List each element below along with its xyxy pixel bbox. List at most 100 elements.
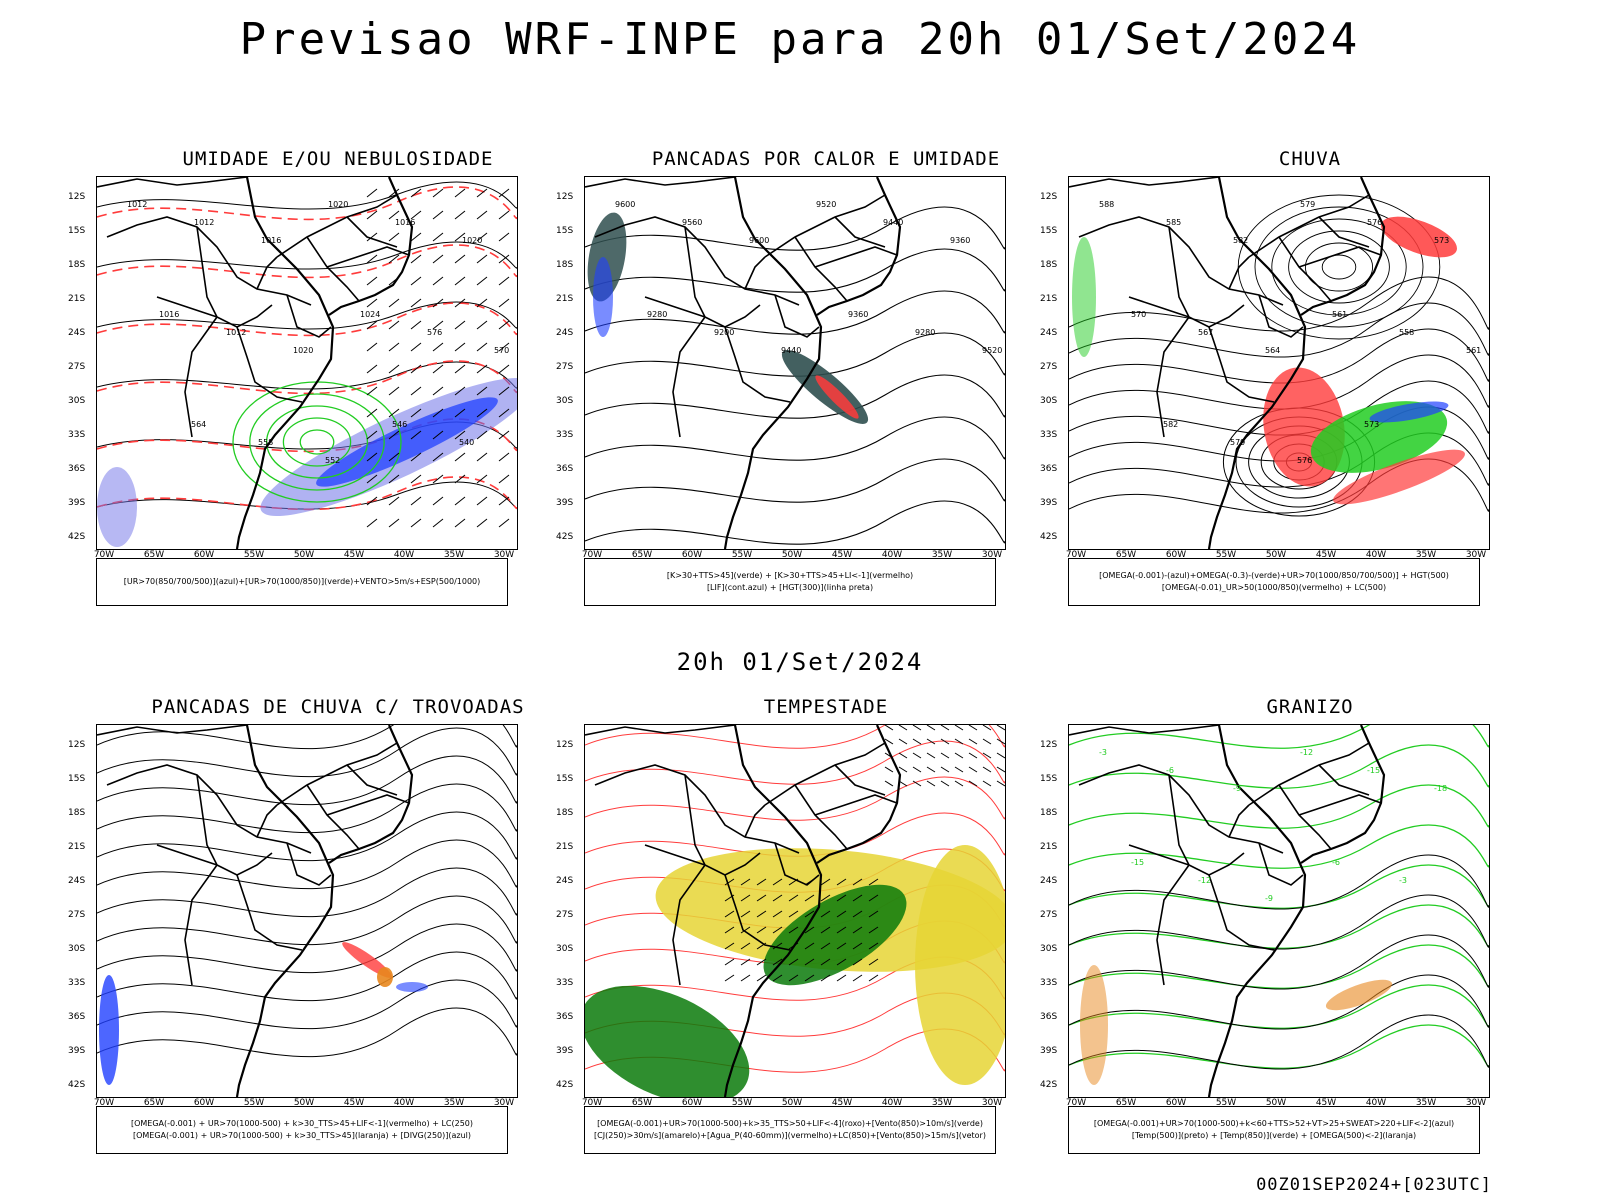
longitude-label: 50W	[1265, 550, 1287, 560]
field-shading	[1333, 449, 1465, 505]
wind-vector	[410, 474, 422, 484]
contour-line	[1069, 894, 1489, 950]
latitude-label: 33S	[1040, 978, 1058, 988]
latitude-label: 24S	[1040, 328, 1058, 338]
contour-line	[97, 867, 517, 918]
country-border	[1258, 294, 1304, 338]
wind-vector	[804, 910, 815, 918]
wind-vector	[410, 232, 422, 242]
latitude-label: 36S	[556, 1012, 574, 1022]
panel-title: TEMPESTADE	[763, 696, 889, 718]
wind-vector	[476, 188, 488, 198]
wind-vector	[982, 766, 992, 773]
field-shading	[342, 942, 392, 978]
map-canvas: 1012 1012 1016 1020 1016 1020 1016 1012 1020 1024…	[97, 177, 517, 549]
wind-vector	[940, 738, 950, 745]
contour-line	[97, 361, 517, 390]
wind-vector	[498, 452, 510, 462]
longitude-label: 55W	[243, 550, 265, 560]
forecast-map	[96, 724, 518, 1098]
country-border	[256, 804, 278, 838]
wind-vector	[366, 364, 378, 374]
wind-vector	[476, 320, 488, 330]
wind-vector	[388, 298, 400, 308]
latitude-label: 27S	[68, 910, 86, 920]
wind-vector	[898, 766, 908, 773]
forecast-map: -3 -6 -9 -12 -15 -18 -15 -12 -9 -6 -3	[1068, 724, 1490, 1098]
longitude-label: 70W	[93, 1098, 115, 1108]
wind-vector	[940, 725, 950, 731]
wind-vector	[476, 298, 488, 308]
contour-label: 576	[1367, 218, 1382, 227]
wind-vector	[954, 725, 964, 731]
longitude-label: 70W	[1065, 1098, 1087, 1108]
longitude-label: 45W	[1315, 550, 1337, 560]
panel-chuva: CHUVA 588 585 582 579 576 573 570 567 564 561 558 56…	[1040, 148, 1560, 628]
wind-vector	[788, 926, 799, 934]
wind-vector	[836, 894, 847, 902]
latitude-label: 12S	[1040, 192, 1058, 202]
latitude-label: 36S	[1040, 464, 1058, 474]
country-border	[834, 764, 886, 796]
wind-vector	[498, 364, 510, 374]
country-border	[834, 216, 886, 248]
wind-vector	[852, 894, 863, 902]
wind-vector	[498, 408, 510, 418]
wind-vector	[410, 430, 422, 440]
panel-pancadas-calor: PANCADAS POR CALOR E UMIDADE 9600 9560 9600…	[556, 148, 1076, 628]
wind-vector	[410, 408, 422, 418]
wind-vector	[432, 232, 444, 242]
panel-tempestade: TEMPESTADE 12S 15S 18S 21S 24S 27S 30S 33S 36S 39S…	[556, 696, 1076, 1176]
wind-vector	[968, 738, 978, 745]
wind-vector	[388, 188, 400, 198]
wind-vector	[432, 298, 444, 308]
longitude-label: 40W	[393, 1098, 415, 1108]
contour-label: 1012	[194, 218, 214, 227]
wind-vector	[388, 342, 400, 352]
contour-line	[1288, 230, 1390, 304]
contour-line	[1069, 984, 1489, 1029]
wind-vector	[410, 518, 422, 528]
wind-vector	[940, 780, 950, 787]
country-border	[196, 226, 273, 328]
longitude-label: 40W	[1365, 550, 1387, 560]
contour-label: 573	[1434, 236, 1449, 245]
wind-vector	[968, 725, 978, 731]
country-border	[672, 864, 706, 986]
wind-vector	[788, 910, 799, 918]
country-border	[1228, 804, 1250, 838]
latitude-label: 39S	[556, 498, 574, 508]
field-shading	[316, 397, 498, 487]
wind-vector	[454, 474, 466, 484]
latitude-label: 12S	[1040, 740, 1058, 750]
map-canvas: 588 585 582 579 576 573 570 567 564 561 558 561 582 5…	[1069, 177, 1489, 549]
wind-vector	[740, 926, 751, 934]
contour-label: 1024	[360, 310, 380, 319]
wind-vector	[820, 926, 831, 934]
forecast-map	[584, 724, 1006, 1098]
country-border	[1278, 784, 1332, 850]
wind-vector	[498, 342, 510, 352]
wind-vector	[432, 496, 444, 506]
run-timestamp: 00Z01SEP2024+[023UTC]	[1256, 1175, 1492, 1195]
wind-vector	[454, 386, 466, 396]
forecast-map: 588 585 582 579 576 573 570 567 564 561 558 561 582 5…	[1068, 176, 1490, 550]
legend-box: [OMEGA(-0.001) + UR>70(1000-500) + k>30_…	[96, 1106, 508, 1154]
contour-label: 561	[1466, 346, 1481, 355]
wind-vector	[836, 926, 847, 934]
wind-vector	[454, 276, 466, 286]
longitude-label: 55W	[731, 550, 753, 560]
wind-vector	[996, 752, 1005, 759]
wind-vector	[740, 942, 751, 950]
country-border	[106, 764, 312, 854]
wind-vector	[476, 210, 488, 220]
contour-line	[585, 458, 1005, 503]
latitude-label: 42S	[1040, 532, 1058, 542]
field-shading	[377, 967, 393, 987]
wind-vector	[820, 942, 831, 950]
subtitle-date: 20h 01/Set/2024	[676, 648, 924, 676]
contour-label: -18	[1434, 784, 1447, 793]
longitude-label: 55W	[1215, 1098, 1237, 1108]
contour-label: -3	[1399, 876, 1407, 885]
country-border	[594, 216, 800, 306]
